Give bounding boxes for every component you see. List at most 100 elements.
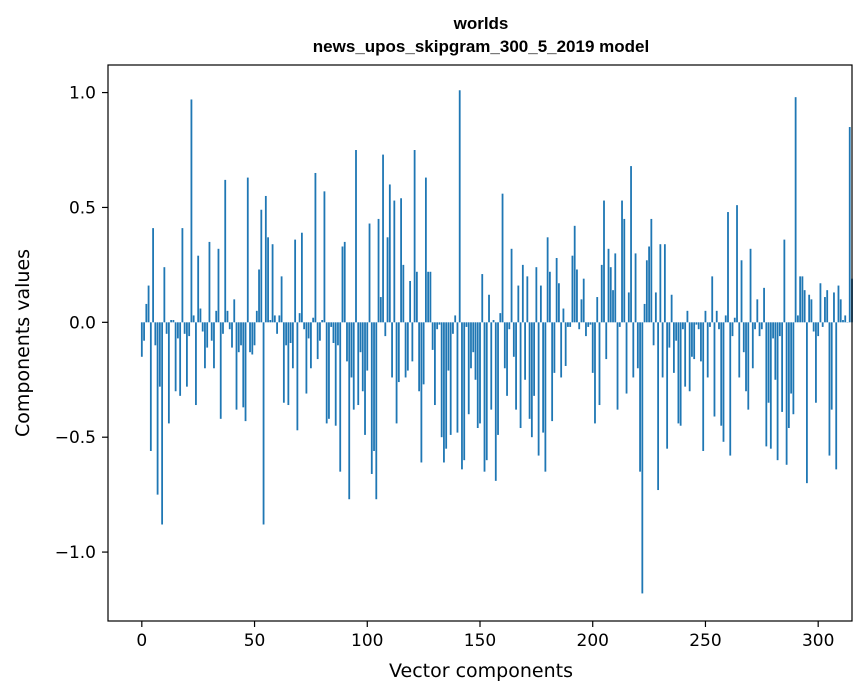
bar-272 [754, 322, 756, 330]
bar-217 [630, 166, 632, 323]
bar-91 [346, 322, 348, 362]
bar-63 [282, 322, 285, 403]
bar-6 [154, 322, 157, 346]
bar-211 [616, 322, 619, 410]
bar-129 [431, 322, 434, 350]
bar-41 [233, 299, 236, 323]
bar-40 [231, 322, 233, 348]
bar-166 [515, 322, 517, 410]
bar-285 [783, 239, 786, 323]
bar-67 [291, 322, 294, 369]
bar-19 [183, 322, 186, 334]
bar-70 [298, 313, 301, 323]
bar-232 [663, 244, 666, 323]
bar-58 [271, 244, 274, 323]
bar-101 [368, 223, 371, 323]
y-tick-label: −0.5 [55, 428, 96, 448]
bar-97 [359, 322, 362, 353]
bar-251 [706, 322, 709, 378]
bar-23 [192, 315, 195, 323]
bar-83 [328, 322, 330, 419]
bar-178 [542, 322, 545, 433]
bar-20 [186, 322, 188, 387]
bar-146 [470, 322, 472, 369]
bar-197 [585, 322, 587, 337]
bar-212 [618, 322, 621, 327]
y-tick-label: −1.0 [55, 543, 96, 563]
bar-255 [715, 310, 718, 323]
x-axis-label: Vector components [389, 660, 573, 682]
y-axis-label: Components values [12, 249, 34, 437]
bar-222 [641, 322, 644, 594]
bar-3 [147, 285, 150, 323]
bar-112 [393, 200, 396, 323]
bar-50 [253, 322, 256, 346]
bar-194 [578, 322, 581, 330]
bar-297 [810, 299, 813, 323]
bar-199 [589, 322, 592, 325]
bar-281 [774, 322, 777, 380]
bar-62 [280, 276, 283, 323]
bar-92 [348, 322, 351, 500]
bar-219 [634, 253, 637, 323]
bar-235 [670, 294, 673, 323]
bar-59 [273, 315, 276, 323]
bar-21 [188, 322, 191, 337]
bar-60 [276, 322, 278, 334]
bar-195 [580, 299, 583, 323]
bar-252 [709, 322, 711, 327]
bar-144 [465, 322, 468, 327]
bar-290 [794, 97, 797, 323]
bar-80 [321, 320, 324, 323]
bar-15 [174, 322, 177, 392]
bar-133 [440, 322, 443, 438]
bar-220 [636, 322, 639, 369]
bar-13 [170, 320, 173, 323]
x-axis-ticks: 0 50 100 150 200 250 300 [136, 621, 834, 651]
bar-152 [483, 322, 486, 472]
bar-132 [438, 322, 441, 325]
bar-56 [267, 237, 269, 323]
chart-title-line2: news_upos_skipgram_300_5_2019 model [313, 37, 649, 56]
bar-140 [456, 322, 459, 433]
bar-69 [296, 322, 299, 431]
bar-55 [264, 195, 267, 323]
bar-250 [704, 310, 707, 323]
bar-158 [497, 322, 499, 435]
bar-30 [208, 241, 211, 323]
bar-79 [319, 322, 321, 341]
x-tick-label: 150 [464, 631, 496, 651]
bar-32 [213, 322, 215, 369]
bar-249 [702, 322, 705, 451]
bar-247 [697, 322, 700, 330]
bar-117 [404, 322, 407, 378]
bar-9 [161, 322, 164, 525]
bar-77 [314, 172, 317, 323]
bar-254 [713, 322, 716, 417]
bar-75 [310, 322, 312, 369]
bar-245 [693, 322, 696, 360]
x-tick-label: 50 [244, 631, 266, 651]
bar-131 [436, 322, 439, 330]
bar-170 [524, 322, 526, 380]
bar-145 [467, 322, 470, 415]
bar-172 [528, 322, 531, 419]
bar-230 [659, 244, 662, 323]
y-axis-ticks: −1.0 −0.5 0.0 0.5 1.0 [55, 84, 108, 563]
bar-289 [792, 322, 795, 415]
bar-276 [763, 287, 765, 323]
bar-253 [711, 276, 714, 323]
bar-45 [242, 322, 245, 408]
bar-207 [607, 248, 610, 323]
bar-301 [819, 283, 822, 323]
bar-183 [553, 322, 556, 373]
bar-190 [569, 322, 572, 327]
bar-233 [666, 322, 669, 449]
bar-176 [537, 322, 540, 456]
bar-103 [373, 322, 375, 451]
bar-27 [201, 322, 204, 332]
bar-39 [228, 322, 231, 330]
bar-38 [226, 310, 229, 323]
bar-53 [260, 209, 263, 323]
bar-214 [623, 218, 626, 323]
